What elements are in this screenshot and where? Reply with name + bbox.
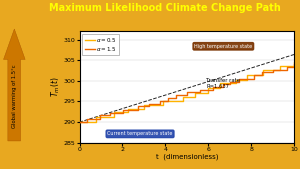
$\alpha=1.5$ (198, 89, 202, 91)
$\alpha=1.5$ (238, 78, 241, 80)
$\alpha=1.5$ (166, 100, 169, 102)
$\alpha=1.5$ (212, 89, 215, 91)
$\alpha=1.5$ (175, 94, 178, 96)
$\alpha=0.5$ (207, 87, 210, 89)
$\alpha=0.5$ (207, 92, 210, 94)
$\alpha=1.5$ (185, 91, 189, 93)
$\alpha=0.5$ (94, 121, 98, 123)
Text: Global warming of 1.5°c: Global warming of 1.5°c (12, 64, 17, 128)
X-axis label: t  (dimensionless): t (dimensionless) (155, 153, 218, 160)
$\alpha=1.5$ (286, 69, 289, 71)
$\alpha=0.5$ (78, 121, 81, 123)
$\alpha=0.5$ (278, 69, 282, 71)
$\alpha=1.5$ (85, 118, 88, 120)
$\alpha=0.5$ (181, 95, 184, 98)
$\alpha=1.5$ (78, 121, 81, 123)
Line: $\alpha=0.5$: $\alpha=0.5$ (80, 62, 294, 122)
$\alpha=0.5$ (245, 79, 249, 81)
$\alpha=0.5$ (112, 111, 116, 113)
$\alpha=1.5$ (221, 83, 225, 86)
$\alpha=1.5$ (136, 109, 140, 111)
$\alpha=1.5$ (175, 97, 178, 99)
$\alpha=1.5$ (238, 81, 241, 83)
$\alpha=1.5$ (286, 66, 289, 68)
$\alpha=1.5$ (148, 103, 151, 105)
$\alpha=0.5$ (278, 65, 282, 67)
$\alpha=1.5$ (228, 81, 232, 83)
$\alpha=0.5$ (234, 79, 238, 81)
$\alpha=1.5$ (212, 86, 215, 88)
$\alpha=1.5$ (198, 91, 202, 93)
$\alpha=0.5$ (94, 116, 98, 118)
Text: Transfer rate
R=1.637: Transfer rate R=1.637 (206, 78, 240, 89)
$\alpha=1.5$ (260, 75, 264, 77)
$\alpha=0.5$ (234, 82, 238, 84)
$\alpha=0.5$ (292, 61, 296, 63)
$\alpha=0.5$ (292, 65, 296, 67)
$\alpha=0.5$ (181, 100, 184, 102)
$\alpha=1.5$ (122, 112, 125, 114)
$\alpha=1.5$ (136, 105, 140, 107)
$\alpha=0.5$ (261, 69, 265, 71)
$\alpha=1.5$ (148, 105, 151, 107)
$\alpha=1.5$ (109, 112, 112, 114)
$\alpha=0.5$ (194, 95, 197, 98)
$\alpha=1.5$ (292, 66, 296, 68)
Polygon shape (4, 29, 25, 141)
$\alpha=1.5$ (252, 75, 256, 77)
$\alpha=0.5$ (142, 104, 146, 106)
$\alpha=0.5$ (218, 87, 222, 89)
$\alpha=1.5$ (271, 69, 275, 71)
$\alpha=1.5$ (98, 114, 102, 116)
$\alpha=1.5$ (221, 86, 225, 88)
$\alpha=0.5$ (161, 104, 165, 106)
$\alpha=1.5$ (109, 114, 112, 116)
Legend: $\alpha=0.5$, $\alpha=1.5$: $\alpha=0.5$, $\alpha=1.5$ (82, 34, 119, 55)
$\alpha=0.5$ (194, 92, 197, 94)
$\alpha=1.5$ (122, 109, 125, 111)
$\alpha=0.5$ (218, 82, 222, 84)
$\alpha=0.5$ (245, 74, 249, 76)
Line: $\alpha=1.5$: $\alpha=1.5$ (80, 64, 294, 122)
$\alpha=1.5$ (159, 100, 162, 102)
Y-axis label: $T_m(t)$: $T_m(t)$ (50, 77, 62, 97)
Text: High temperature state: High temperature state (194, 44, 252, 49)
$\alpha=1.5$ (159, 103, 162, 105)
$\alpha=0.5$ (142, 108, 146, 110)
Text: Current temperature state: Current temperature state (107, 131, 173, 136)
$\alpha=1.5$ (185, 94, 189, 96)
$\alpha=1.5$ (292, 63, 296, 65)
$\alpha=1.5$ (98, 118, 102, 120)
$\alpha=1.5$ (228, 83, 232, 86)
$\alpha=0.5$ (126, 111, 130, 113)
$\alpha=0.5$ (126, 108, 130, 110)
Text: Maximum Likelihood Climate Change Path: Maximum Likelihood Climate Change Path (49, 3, 281, 13)
$\alpha=1.5$ (252, 78, 256, 80)
$\alpha=1.5$ (85, 121, 88, 123)
$\alpha=1.5$ (166, 97, 169, 99)
$\alpha=1.5$ (260, 71, 264, 73)
$\alpha=0.5$ (112, 116, 116, 118)
$\alpha=0.5$ (161, 100, 165, 102)
$\alpha=0.5$ (261, 74, 265, 76)
$\alpha=1.5$ (271, 71, 275, 73)
